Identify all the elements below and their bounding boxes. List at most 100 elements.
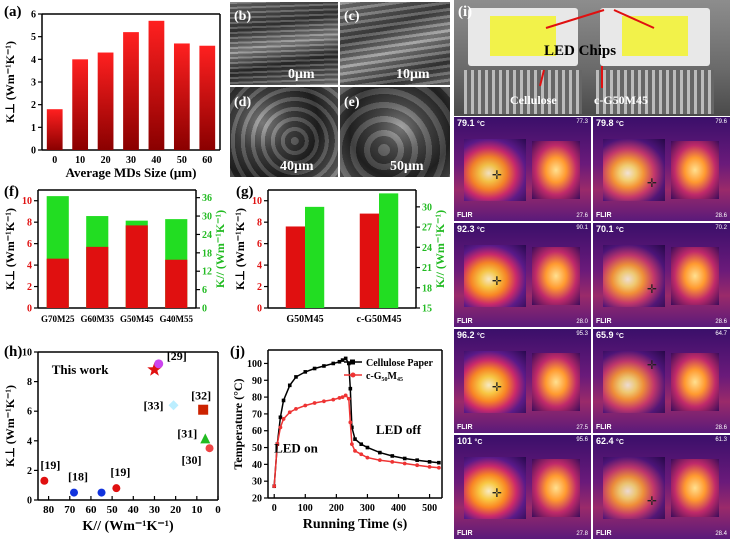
- flir-brand: FLIR: [457, 212, 473, 219]
- y-tick-label: 6: [27, 407, 32, 418]
- y-tick-label: 60: [252, 426, 262, 437]
- flir-brand: FLIR: [457, 424, 473, 431]
- thermal-scale-max: 61.3: [715, 437, 727, 443]
- panel-d-scale: 40μm: [280, 159, 314, 174]
- thermal-temp-readout: 65.9 °C: [596, 330, 624, 340]
- y2-tick-label: 18: [202, 248, 212, 259]
- thermal-scale-max: 77.3: [576, 119, 588, 125]
- x-axis-label: Running Time (s): [303, 517, 408, 532]
- crosshair-icon: ✛: [492, 168, 503, 182]
- x-tick-label: 200: [329, 503, 344, 514]
- x-tick-label: 50: [107, 504, 119, 516]
- bar-k-perp: [359, 213, 379, 308]
- thermal-scale-min: 28.6: [715, 319, 727, 325]
- x-tick-label: c-G50M45: [357, 314, 402, 325]
- y-tick-label: 10: [252, 196, 262, 207]
- y-axis-label: K⊥ (Wm⁻¹K⁻¹): [3, 41, 17, 123]
- series-point: [343, 356, 348, 361]
- thermal-grid: 79.1 °C 77.3 27.6 FLIR ✛ 79.8 °C 79.6 28.6 FLIR…: [454, 117, 730, 542]
- x-tick-label: 60: [85, 504, 97, 516]
- y2-axis-label: K// (Wm⁻¹K⁻¹): [433, 210, 447, 288]
- thermal-temp-unit: °C: [616, 227, 624, 234]
- series-point: [337, 359, 342, 364]
- bar-k-parallel: [305, 206, 325, 308]
- panel-h-label: (h): [4, 344, 22, 360]
- series-point: [337, 396, 342, 400]
- flir-brand: FLIR: [596, 424, 612, 431]
- panel-e-scale: 50μm: [390, 159, 424, 174]
- y-tick-label: 6: [31, 10, 36, 21]
- legend-entry: c-G₅₀M₄₅: [366, 371, 403, 382]
- y-tick-label: 10: [22, 196, 32, 207]
- bar: [97, 52, 114, 150]
- series-point: [340, 358, 345, 362]
- y2-tick-label: 36: [202, 193, 212, 204]
- thermal-temp-readout: 96.2 °C: [457, 330, 485, 340]
- crosshair-icon: ✛: [492, 380, 503, 394]
- led-chips-label: LED Chips: [544, 43, 616, 59]
- scatter-point-label: [33]: [144, 398, 164, 412]
- x-tick-label: G70M25: [41, 314, 75, 324]
- y2-tick-label: 18: [422, 283, 432, 294]
- x-tick-label: G50M45: [286, 314, 323, 325]
- thermal-temp-unit: °C: [616, 333, 624, 340]
- scatter-point-circle: [112, 484, 121, 493]
- y-tick-label: 8: [27, 377, 32, 388]
- thermal-scale-min: 27.8: [576, 531, 588, 537]
- x-tick-label: 30: [149, 504, 161, 516]
- series-point: [353, 437, 357, 441]
- bar: [123, 32, 139, 151]
- thermal-scale-max: 95.3: [576, 331, 588, 337]
- series-point: [281, 417, 286, 421]
- flir-brand: FLIR: [457, 530, 473, 537]
- y-tick-label: 4: [27, 436, 32, 447]
- legend-swatch-marker: [350, 372, 356, 378]
- crosshair-icon: ✛: [647, 176, 658, 190]
- thermal-temp-unit: °C: [616, 439, 624, 446]
- bar: [72, 59, 89, 151]
- led-photo: [454, 0, 730, 116]
- series-point: [331, 397, 336, 402]
- panel-a-label: (a): [4, 4, 22, 20]
- sem-labels: (b) 0μm (c) 10μm (d) 40μm (e) 50μm: [234, 9, 430, 174]
- scatter-point-square: [198, 404, 209, 415]
- y-tick-label: 0: [31, 146, 36, 157]
- scatter-point-hex: [154, 359, 164, 369]
- y-tick-label: 2: [27, 282, 32, 293]
- thermal-scale-max: 95.6: [576, 437, 588, 443]
- panel-f-label: (f): [4, 184, 19, 200]
- scatter-point-circle: [70, 488, 78, 497]
- y-tick-label: 90: [252, 376, 262, 387]
- y-tick-label: 0: [27, 496, 32, 507]
- thermal-scale-min: 28.6: [715, 425, 727, 431]
- series-point: [346, 396, 351, 401]
- y-axis-label: K⊥ (Wm⁻¹K⁻¹): [233, 208, 247, 290]
- thermal-temp-value: 92.3: [457, 224, 478, 234]
- y2-tick-label: 30: [422, 202, 432, 213]
- scatter-point-triangle: [200, 433, 211, 444]
- crosshair-icon: ✛: [647, 282, 658, 296]
- thermal-scale-min: 28.4: [715, 531, 727, 537]
- series-point: [415, 458, 419, 462]
- y-tick-label: 1: [31, 123, 36, 134]
- bar-k-perp: [165, 259, 188, 308]
- panel-j-label: (j): [230, 344, 245, 360]
- scatter-point-label: [19]: [110, 465, 130, 479]
- series-point: [346, 361, 351, 366]
- led-chip-right: [622, 16, 688, 56]
- y-tick-label: 6: [257, 239, 262, 250]
- led-photo-labels: (i) LED Chips Cellulose c-G50M45: [458, 4, 655, 107]
- x-tick-label: 50: [177, 155, 187, 166]
- y-tick-label: 4: [257, 261, 262, 272]
- led-module-left: [468, 8, 578, 66]
- series-point: [281, 398, 286, 403]
- sem-panel-e: [340, 87, 450, 177]
- thermal-temp-unit: °C: [477, 227, 485, 234]
- crosshair-icon: ✛: [647, 494, 658, 508]
- x-tick-label: 70: [64, 504, 76, 516]
- panel-i-label: (i): [458, 4, 472, 20]
- thermal-temp-readout: 79.8 °C: [596, 118, 624, 128]
- scatter-point-circle: [40, 476, 49, 485]
